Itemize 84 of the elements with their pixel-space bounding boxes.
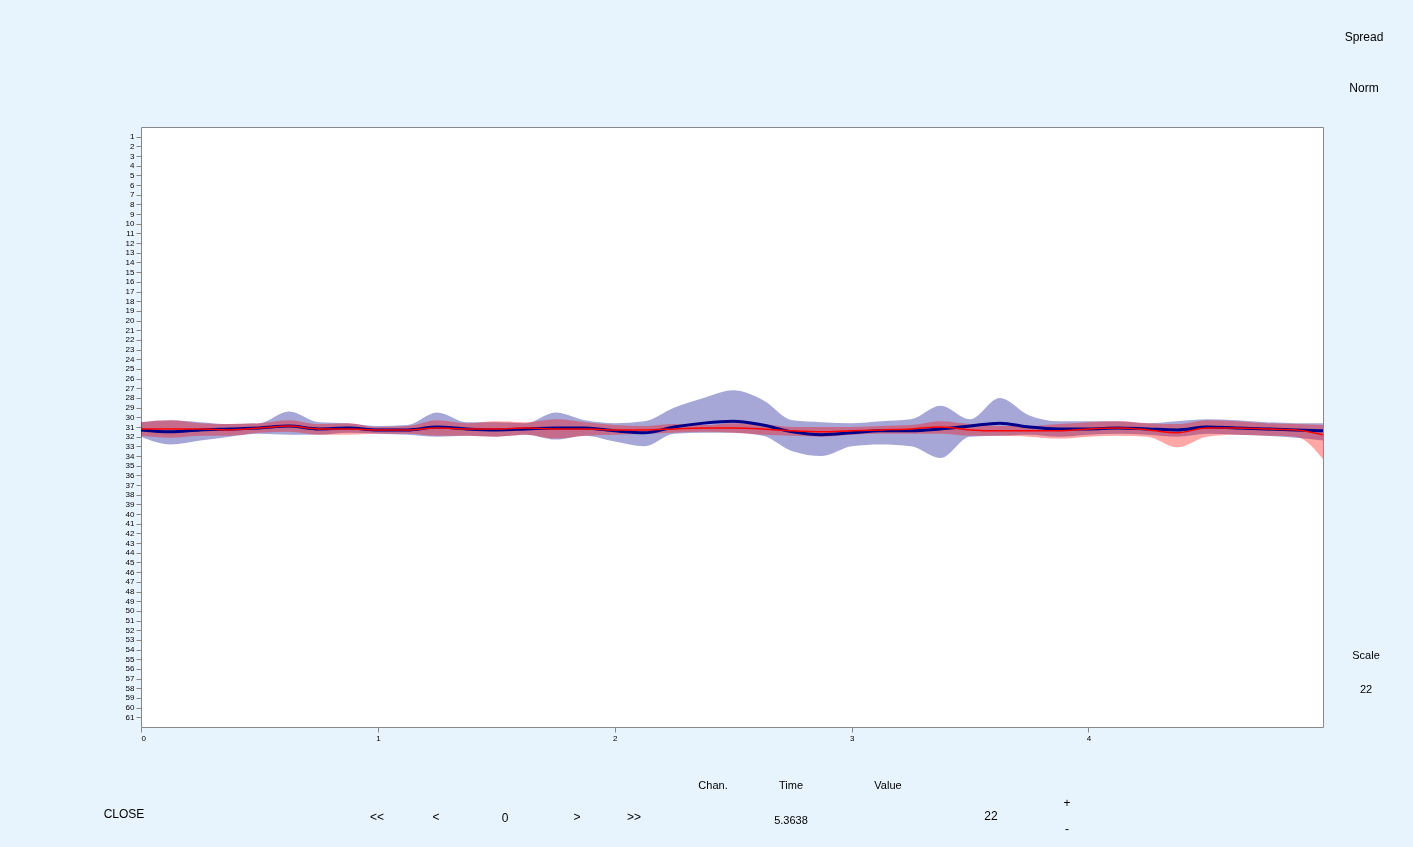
y-tick-label: 58	[125, 683, 136, 693]
y-tick-label: 15	[125, 267, 136, 277]
y-tick-label: 1	[130, 132, 136, 142]
text: 0	[501, 811, 509, 825]
y-tick-label: 43	[125, 538, 136, 548]
y-tick-label: 60	[125, 703, 136, 713]
y-tick-label: 45	[125, 557, 136, 567]
y-tick-label: 7	[130, 190, 136, 200]
line-series	[140, 425, 1324, 436]
y-tick-label: 27	[125, 383, 136, 393]
x-tick-label: 4	[1086, 733, 1092, 743]
y-tick-label: 19	[125, 306, 136, 316]
y-tick-label: 41	[125, 519, 136, 529]
y-tick-label: 23	[125, 345, 136, 355]
y-tick-label: 49	[125, 596, 136, 606]
y-tick-label: 57	[125, 674, 136, 684]
y-tick-label: 32	[125, 432, 136, 442]
text: Value	[874, 779, 902, 791]
y-tick-label: 30	[125, 412, 136, 422]
x-tick-label: 0	[141, 733, 147, 743]
y-tick-label: 21	[125, 325, 136, 335]
y-tick-label: 54	[125, 645, 136, 655]
y-tick-label: 46	[125, 567, 136, 577]
y-tick-label: 29	[125, 403, 136, 413]
text: Chan.	[698, 779, 728, 791]
text: <<	[369, 810, 385, 824]
y-tick-label: 10	[125, 219, 136, 229]
y-tick-label: 38	[125, 490, 136, 500]
y-tick-label: 28	[125, 393, 136, 403]
y-tick-label: 16	[125, 277, 136, 287]
y-tick-label: 6	[130, 180, 136, 190]
text: <	[432, 810, 440, 824]
y-tick-label: 40	[125, 509, 136, 519]
text: Norm	[1349, 81, 1379, 95]
y-tick-label: 56	[125, 664, 136, 674]
y-tick-label: 33	[125, 441, 136, 451]
y-tick-label: 20	[125, 316, 136, 326]
y-tick-label: 24	[125, 354, 136, 364]
y-tick-label: 8	[130, 199, 136, 209]
y-tick-label: 55	[125, 654, 136, 664]
text: 22	[1359, 683, 1373, 695]
y-tick-label: 61	[125, 712, 136, 722]
y-tick-label: 50	[125, 606, 136, 616]
x-tick-label: 2	[613, 733, 619, 743]
y-tick-label: 44	[125, 548, 136, 558]
y-tick-label: 48	[125, 587, 136, 597]
y-tick-label: 25	[125, 364, 136, 374]
text: Time	[778, 779, 804, 791]
y-tick-label: 59	[125, 693, 136, 703]
y-tick-label: 18	[125, 296, 136, 306]
text: >>	[626, 810, 642, 824]
y-tick-label: 14	[125, 257, 136, 267]
y-tick-label: 9	[130, 209, 136, 219]
y-tick-label: 51	[125, 616, 136, 626]
text: 5.3638	[774, 814, 808, 826]
y-tick-label: 36	[125, 470, 136, 480]
x-tick-label: 3	[849, 733, 855, 743]
y-tick-label: 47	[125, 577, 136, 587]
y-tick-label: 3	[130, 151, 136, 161]
x-tick-label: 1	[376, 733, 382, 743]
text: Spread	[1344, 30, 1384, 44]
y-tick-label: 42	[125, 528, 136, 538]
y-tick-label: 2	[130, 141, 136, 151]
y-tick-label: 53	[125, 635, 136, 645]
y-tick-label: 17	[125, 287, 136, 297]
text: 22	[984, 809, 998, 823]
text: CLOSE	[103, 807, 145, 821]
text: >	[573, 810, 581, 824]
y-tick-label: 39	[125, 499, 136, 509]
y-tick-label: 34	[125, 451, 136, 461]
text: -	[1065, 822, 1069, 836]
y-tick-label: 52	[125, 625, 136, 635]
y-tick-label: 31	[125, 422, 136, 432]
y-tick-label: 11	[126, 228, 136, 238]
text: Scale	[1352, 649, 1380, 661]
y-tick-label: 37	[125, 480, 136, 490]
y-tick-label: 5	[130, 170, 136, 180]
y-tick-label: 12	[125, 238, 136, 248]
y-tick-label: 22	[125, 335, 136, 345]
y-tick-label: 13	[125, 248, 136, 258]
text: +	[1063, 796, 1071, 810]
y-tick-label: 35	[125, 461, 136, 471]
y-tick-label: 26	[125, 374, 136, 384]
y-tick-label: 4	[130, 161, 136, 171]
